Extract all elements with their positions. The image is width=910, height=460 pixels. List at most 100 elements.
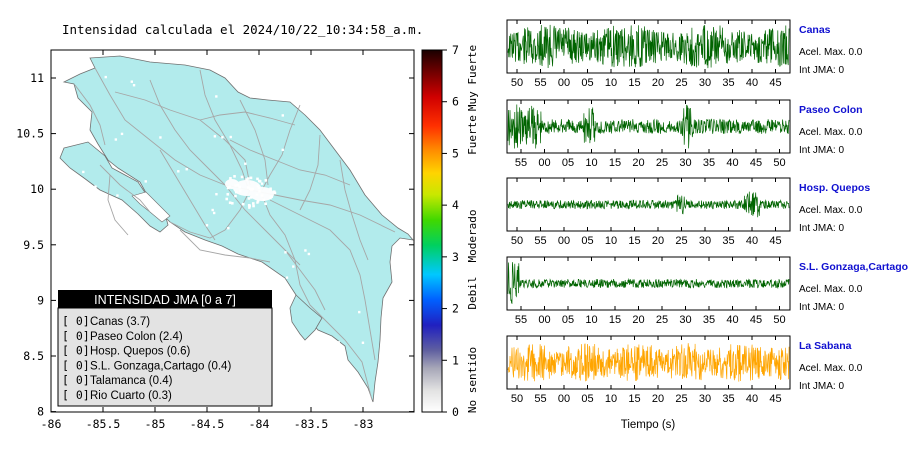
station-jma-intensity: Int JMA: 0 bbox=[799, 302, 844, 313]
map-dot bbox=[304, 249, 307, 252]
waveform-tick-label: 20 bbox=[632, 314, 644, 326]
map-dot bbox=[292, 265, 295, 268]
waveform-tick-label: 10 bbox=[585, 314, 597, 326]
map-dot bbox=[130, 80, 134, 83]
waveform-tick-label: 55 bbox=[534, 77, 546, 89]
station-max-accel: Acel. Max. 0.0 bbox=[799, 284, 863, 295]
map-dot bbox=[256, 201, 259, 204]
waveform-tick-label: 05 bbox=[581, 235, 593, 247]
legend-item-value: [ 0] bbox=[62, 388, 90, 402]
map-dot bbox=[246, 76, 249, 80]
map-dot bbox=[241, 202, 245, 206]
waveform-trace bbox=[507, 343, 790, 382]
map-dot bbox=[205, 224, 209, 227]
waveform-tick-label: 10 bbox=[605, 235, 617, 247]
map-dot bbox=[247, 197, 251, 200]
waveform-tick-label: 50 bbox=[773, 157, 785, 169]
time-axis-label: Tiempo (s) bbox=[621, 419, 676, 431]
map-dot bbox=[260, 182, 264, 185]
waveform-tick-label: 35 bbox=[722, 235, 734, 247]
station-name: Paseo Colon bbox=[799, 104, 863, 116]
waveform-tick-label: 20 bbox=[652, 393, 664, 405]
map-x-tick-label: -85.5 bbox=[86, 417, 121, 431]
waveform-tick-label: 30 bbox=[699, 235, 711, 247]
waveform-panel: 55 00 05 10 15 20 25 30 35 40 45 50 Paseo Colon Acel.… bbox=[506, 99, 863, 169]
waveform-tick-label: 35 bbox=[722, 77, 734, 89]
station-jma-intensity: Int JMA: 0 bbox=[799, 145, 844, 156]
map-dot bbox=[348, 144, 352, 147]
waveform-tick-label: 00 bbox=[538, 314, 550, 326]
waveform-tick-label: 25 bbox=[675, 77, 687, 89]
map-dot bbox=[281, 114, 284, 117]
map-title: Intensidad calculada el 2024/10/22_10:34… bbox=[62, 22, 424, 37]
waveform-tick-label: 45 bbox=[769, 77, 781, 89]
map-dot bbox=[252, 204, 255, 208]
map-dot bbox=[249, 196, 253, 199]
waveform-tick-label: 25 bbox=[656, 314, 668, 326]
map-dot bbox=[213, 135, 217, 138]
map-x-tick-label: -83 bbox=[353, 417, 374, 431]
map-dot bbox=[116, 194, 119, 197]
map-dot bbox=[337, 341, 340, 344]
colorbar-level-label: Debil bbox=[466, 276, 479, 309]
waveform-tick-label: 05 bbox=[562, 157, 574, 169]
map-dot bbox=[161, 284, 164, 288]
map-dot bbox=[104, 75, 107, 79]
waveform-tick-label: 45 bbox=[769, 235, 781, 247]
colorbar-tick-label: 6 bbox=[452, 95, 459, 109]
waveform-tick-label: 10 bbox=[605, 393, 617, 405]
map-x-tick-label: -83.5 bbox=[294, 417, 329, 431]
waveform-tick-label: 25 bbox=[675, 393, 687, 405]
map-dot bbox=[132, 84, 136, 87]
waveform-tick-label: 30 bbox=[679, 314, 691, 326]
map-dot bbox=[234, 194, 237, 198]
colorbar-tick-label: 4 bbox=[452, 198, 459, 212]
waveform-tick-label: 00 bbox=[558, 393, 570, 405]
legend-item-name: Rio Cuarto (0.3) bbox=[90, 390, 172, 402]
osa-peninsula bbox=[289, 294, 323, 341]
map-dot bbox=[212, 211, 216, 215]
waveform-tick-label: 20 bbox=[632, 157, 644, 169]
waveform-tick-label: 30 bbox=[699, 393, 711, 405]
map-dot bbox=[229, 177, 232, 180]
map-dot bbox=[120, 132, 124, 136]
waveform-tick-label: 00 bbox=[558, 235, 570, 247]
map-dot bbox=[332, 110, 336, 114]
map-dot bbox=[358, 310, 361, 314]
map-y-tick-label: 8.5 bbox=[23, 349, 44, 363]
waveform-tick-label: 15 bbox=[609, 314, 621, 326]
station-jma-intensity: Int JMA: 0 bbox=[799, 223, 844, 234]
map-dot bbox=[307, 252, 311, 256]
map-y-tick-label: 9 bbox=[37, 293, 44, 307]
map-dot bbox=[226, 193, 230, 196]
map-dot bbox=[185, 168, 188, 171]
waveform-tick-label: 55 bbox=[515, 157, 527, 169]
map-dot bbox=[256, 177, 259, 181]
map-dot bbox=[244, 162, 247, 165]
waveform-tick-label: 25 bbox=[675, 235, 687, 247]
map-dot bbox=[215, 193, 218, 196]
map-dot bbox=[366, 122, 370, 126]
station-name: La Sabana bbox=[799, 340, 852, 352]
map-dot bbox=[272, 190, 276, 194]
map-dot bbox=[240, 175, 244, 179]
map-dot bbox=[211, 208, 214, 212]
waveform-frame bbox=[506, 256, 791, 311]
legend-item-name: Talamanca (0.4) bbox=[90, 375, 173, 387]
map-dot bbox=[126, 286, 129, 289]
colorbar-tick-label: 5 bbox=[452, 146, 459, 160]
map-dot bbox=[233, 175, 236, 178]
map-dot bbox=[248, 206, 251, 209]
waveform-tick-label: 50 bbox=[511, 235, 523, 247]
station-max-accel: Acel. Max. 0.0 bbox=[799, 127, 863, 138]
map-dot bbox=[277, 91, 280, 94]
waveform-trace bbox=[507, 262, 790, 304]
waveform-tick-label: 35 bbox=[703, 157, 715, 169]
waveform-trace bbox=[507, 24, 790, 69]
map-y-tick-label: 9.5 bbox=[23, 238, 44, 252]
station-max-accel: Acel. Max. 0.0 bbox=[799, 205, 863, 216]
san-jose-urban-cluster bbox=[225, 179, 274, 201]
legend-item-name: Canas (3.7) bbox=[90, 316, 150, 328]
intensity-legend: INTENSIDAD JMA [0 a 7] [ 0] Canas (3.7)[ … bbox=[57, 290, 273, 407]
map-dot bbox=[229, 135, 232, 139]
